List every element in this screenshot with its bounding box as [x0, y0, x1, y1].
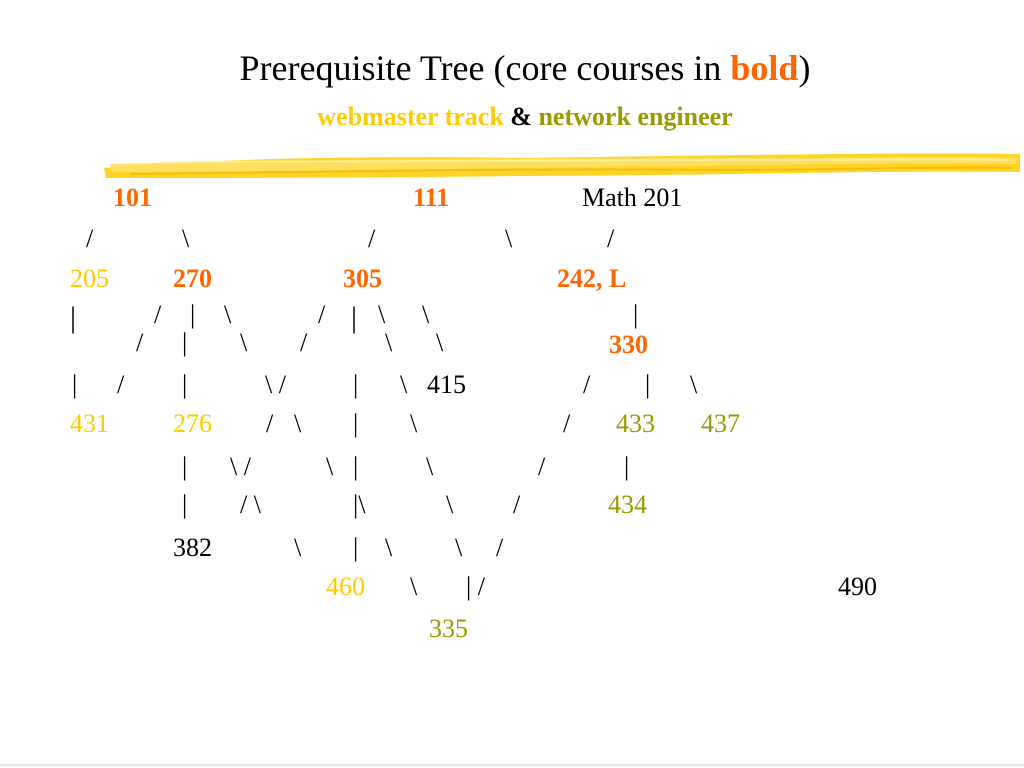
edge-pipe: |	[351, 301, 358, 334]
course-111: 111	[413, 183, 450, 212]
course-276: 276	[173, 409, 212, 438]
edge-slash: /	[563, 409, 571, 438]
edge-pipe: |	[353, 452, 359, 481]
course-101: 101	[113, 183, 152, 212]
course-437: 437	[701, 409, 740, 438]
edge-pipe: |	[70, 301, 77, 334]
edge-pipe: |	[182, 328, 188, 357]
edge-backslash: \	[182, 224, 190, 253]
course-434: 434	[608, 490, 647, 519]
edge-pipe: |	[624, 452, 630, 481]
edge-slash: /	[117, 370, 125, 399]
edge-slash: /	[368, 224, 376, 253]
course-330: 330	[609, 330, 648, 359]
edge-slash: /	[266, 409, 274, 438]
edge-slash: /	[318, 300, 326, 329]
edge-backslash: \	[400, 370, 408, 399]
edge-pipe: |	[353, 370, 359, 399]
edge-cross: / \	[240, 490, 261, 519]
page-subtitle: webmaster track & network engineer	[0, 101, 1024, 133]
edge-backslash: \	[455, 533, 463, 562]
edge-backslash: \	[385, 328, 393, 357]
edge-backslash: \	[385, 533, 393, 562]
footer-divider	[0, 764, 1024, 766]
title-suffix: )	[798, 48, 811, 88]
edge-pipe: |	[645, 370, 651, 399]
course-490: 490	[838, 572, 877, 601]
subtitle-network: network engineer	[538, 102, 733, 131]
course-460: 460	[326, 572, 365, 601]
edge-backslash: \	[436, 328, 444, 357]
edge-backslash: \	[378, 300, 386, 329]
edge-backslash: \	[422, 300, 430, 329]
course-335: 335	[429, 614, 468, 643]
edge-pipe: |	[72, 370, 78, 399]
edge-slash: /	[583, 370, 591, 399]
edge-backslash: \	[426, 452, 434, 481]
edge-backslash: \	[240, 328, 248, 357]
course-382: 382	[173, 533, 212, 562]
course-305: 305	[343, 264, 382, 293]
title-bold-word: bold	[730, 48, 799, 88]
page-title: Prerequisite Tree (core courses in bold)	[0, 46, 1024, 90]
edge-backslash: \	[224, 300, 232, 329]
edge-pipe: |	[182, 452, 188, 481]
edge-slash: /	[300, 328, 308, 357]
edge-slash: /	[136, 328, 144, 357]
edge-cross: \ /	[265, 370, 286, 399]
edge-backslash: \	[505, 224, 513, 253]
course-205: 205	[70, 264, 109, 293]
subtitle-separator: &	[503, 102, 539, 131]
edge-backslash: \	[690, 370, 698, 399]
edge-pipe: |	[353, 409, 359, 438]
edge-pipe: |	[182, 370, 188, 399]
subtitle-webmaster: webmaster track	[317, 102, 504, 131]
edge-slash: /	[607, 224, 615, 253]
edge-backslash: \	[294, 409, 302, 438]
title-text: Prerequisite Tree (core courses in	[239, 48, 731, 88]
edge-backslash: \	[326, 452, 334, 481]
edge-slash: /	[86, 224, 94, 253]
course-270: 270	[173, 264, 212, 293]
course-415: 415	[427, 370, 466, 399]
edge-cross: \ /	[230, 452, 251, 481]
edge-slash: /	[154, 300, 162, 329]
edge-slash: /	[513, 490, 521, 519]
edge-pipe: |	[190, 300, 196, 329]
edge-pipe-slash: | /	[466, 572, 485, 601]
edge-backslash: \	[294, 533, 302, 562]
edge-backslash: \	[410, 572, 418, 601]
brush-underline	[104, 153, 1020, 178]
edge-pipe: |	[633, 300, 639, 329]
course-433: 433	[616, 409, 655, 438]
course-242-l: 242, L	[557, 264, 627, 293]
edge-pipe: |	[182, 490, 188, 519]
edge-slash: /	[538, 452, 546, 481]
edge-pipe-backslash: |\	[353, 490, 366, 519]
course-math-201: Math 201	[582, 183, 683, 212]
edge-backslash: \	[410, 409, 418, 438]
edge-slash: /	[496, 533, 504, 562]
edge-backslash: \	[446, 490, 454, 519]
edge-pipe: |	[353, 533, 359, 562]
course-431: 431	[70, 409, 109, 438]
